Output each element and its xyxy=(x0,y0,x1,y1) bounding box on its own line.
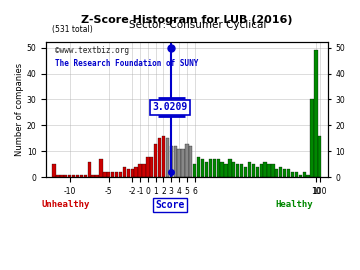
Bar xyxy=(264,162,267,177)
Bar xyxy=(84,175,87,177)
Bar xyxy=(158,138,161,177)
Bar xyxy=(295,172,298,177)
Bar xyxy=(193,164,197,177)
Bar xyxy=(154,144,157,177)
Bar xyxy=(107,172,111,177)
Bar xyxy=(287,170,290,177)
Text: (531 total): (531 total) xyxy=(52,25,93,34)
Bar xyxy=(56,175,60,177)
Bar xyxy=(232,162,235,177)
Bar xyxy=(256,167,259,177)
Bar xyxy=(64,175,67,177)
Bar xyxy=(201,159,204,177)
Text: ©www.textbiz.org: ©www.textbiz.org xyxy=(55,46,129,56)
Bar xyxy=(72,175,75,177)
Bar xyxy=(150,157,153,177)
Title: Z-Score Histogram for LUB (2016): Z-Score Histogram for LUB (2016) xyxy=(81,15,293,25)
Bar xyxy=(189,146,193,177)
Text: Unhealthy: Unhealthy xyxy=(42,200,90,209)
Bar xyxy=(302,172,306,177)
Bar xyxy=(80,175,83,177)
Bar xyxy=(224,164,228,177)
Text: 3.0209: 3.0209 xyxy=(153,102,188,112)
Bar xyxy=(111,172,114,177)
Bar xyxy=(60,175,64,177)
Bar xyxy=(271,164,275,177)
Bar xyxy=(91,175,95,177)
Bar xyxy=(103,172,107,177)
Bar xyxy=(197,157,200,177)
Bar xyxy=(99,159,103,177)
Bar xyxy=(267,164,271,177)
Bar xyxy=(252,164,255,177)
Bar xyxy=(123,167,126,177)
Bar xyxy=(53,164,56,177)
Bar xyxy=(291,172,294,177)
Bar xyxy=(205,162,208,177)
Bar xyxy=(95,175,99,177)
Text: Healthy: Healthy xyxy=(275,200,313,209)
Bar xyxy=(115,172,118,177)
Bar xyxy=(240,164,243,177)
Bar xyxy=(279,167,282,177)
Text: Score: Score xyxy=(156,200,185,210)
Text: Sector: Consumer Cyclical: Sector: Consumer Cyclical xyxy=(129,20,267,30)
Bar xyxy=(166,138,169,177)
Bar xyxy=(216,159,220,177)
Bar xyxy=(275,170,279,177)
Bar xyxy=(177,149,181,177)
Bar xyxy=(76,175,79,177)
Bar xyxy=(244,167,247,177)
Bar xyxy=(68,175,71,177)
Bar xyxy=(209,159,212,177)
Bar xyxy=(146,157,149,177)
Bar xyxy=(131,170,134,177)
Bar xyxy=(298,175,302,177)
Bar xyxy=(213,159,216,177)
Bar xyxy=(220,162,224,177)
Bar xyxy=(135,167,138,177)
Bar xyxy=(318,136,321,177)
Bar xyxy=(181,149,185,177)
Bar xyxy=(127,170,130,177)
Bar xyxy=(306,175,310,177)
Bar xyxy=(228,159,231,177)
Bar xyxy=(260,164,263,177)
Bar xyxy=(283,170,286,177)
Bar xyxy=(138,164,142,177)
Text: The Research Foundation of SUNY: The Research Foundation of SUNY xyxy=(55,59,198,68)
Bar xyxy=(119,172,122,177)
Bar xyxy=(248,162,251,177)
Y-axis label: Number of companies: Number of companies xyxy=(15,63,24,156)
Bar xyxy=(170,146,173,177)
Bar xyxy=(142,164,145,177)
Bar xyxy=(174,146,177,177)
Bar xyxy=(314,50,318,177)
Bar xyxy=(185,144,189,177)
Bar xyxy=(236,164,239,177)
Bar xyxy=(310,99,314,177)
Bar xyxy=(162,136,165,177)
Bar xyxy=(87,162,91,177)
